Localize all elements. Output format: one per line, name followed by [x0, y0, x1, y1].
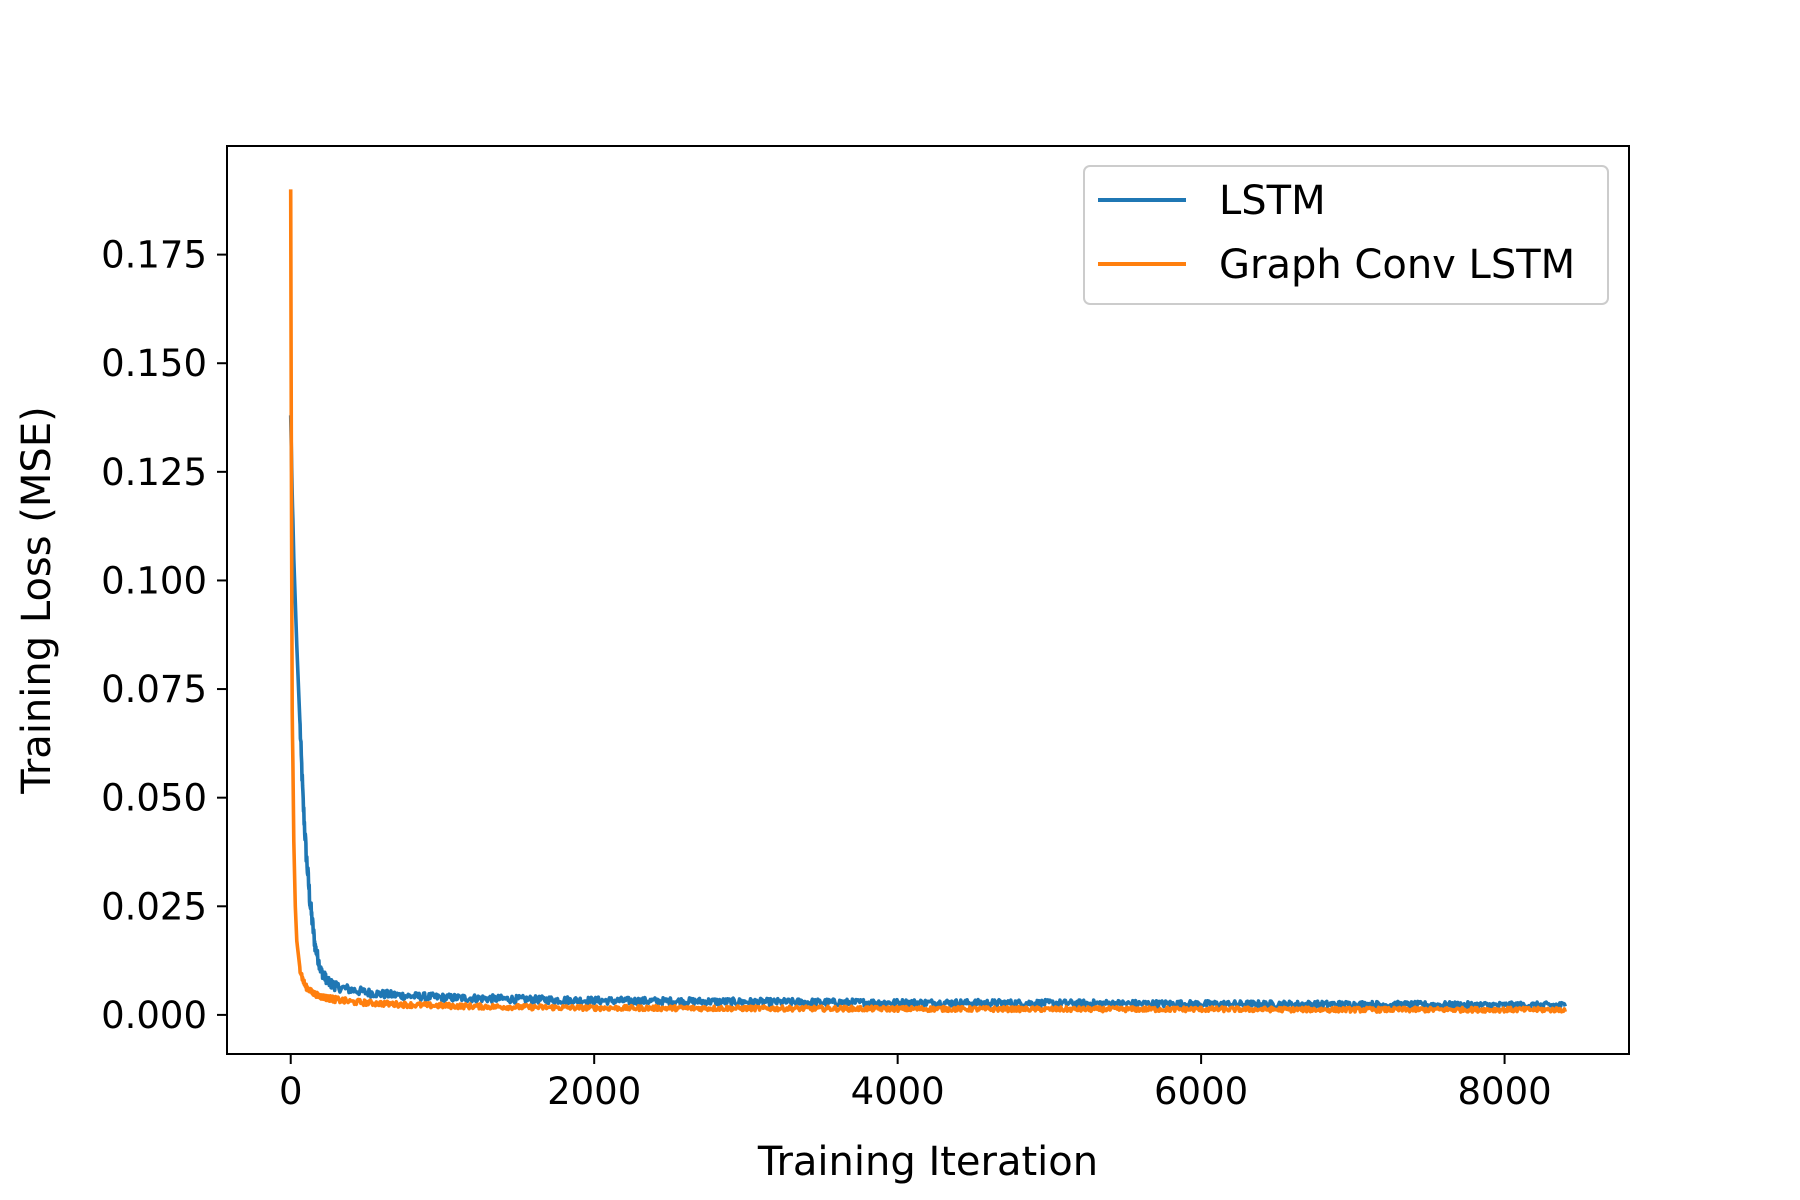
series-layer [288, 189, 1568, 1014]
x-tick-label: 6000 [1154, 1070, 1248, 1113]
x-tick-label: 2000 [547, 1070, 641, 1113]
y-tick-label: 0.075 [101, 668, 207, 711]
y-tick-label: 0.050 [101, 777, 207, 820]
y-tick-label: 0.175 [101, 234, 207, 277]
x-axis-label: Training Iteration [757, 1139, 1098, 1185]
series-line-graph-conv-lstm [288, 189, 1568, 1014]
y-tick-label: 0.000 [101, 994, 207, 1037]
legend: LSTM Graph Conv LSTM [1083, 165, 1609, 305]
legend-label-lstm: LSTM [1219, 178, 1326, 224]
plot-frame [226, 145, 1630, 1055]
y-axis-label: Training Loss (MSE) [14, 406, 60, 794]
x-tick-label: 8000 [1457, 1070, 1551, 1113]
x-tick-label: 4000 [851, 1070, 945, 1113]
x-axis: 0 2000 4000 6000 8000 [279, 1054, 1552, 1113]
y-axis: 0.000 0.025 0.050 0.075 0.100 0.125 0.150 0.175 [101, 234, 227, 1037]
y-tick-label: 0.125 [101, 451, 207, 494]
legend-label-graph-conv-lstm: Graph Conv LSTM [1219, 242, 1575, 288]
y-tick-label: 0.100 [101, 559, 207, 602]
x-tick-label: 0 [279, 1070, 303, 1113]
y-tick-label: 0.025 [101, 885, 207, 928]
y-tick-label: 0.150 [101, 342, 207, 385]
legend-box [1083, 165, 1609, 305]
